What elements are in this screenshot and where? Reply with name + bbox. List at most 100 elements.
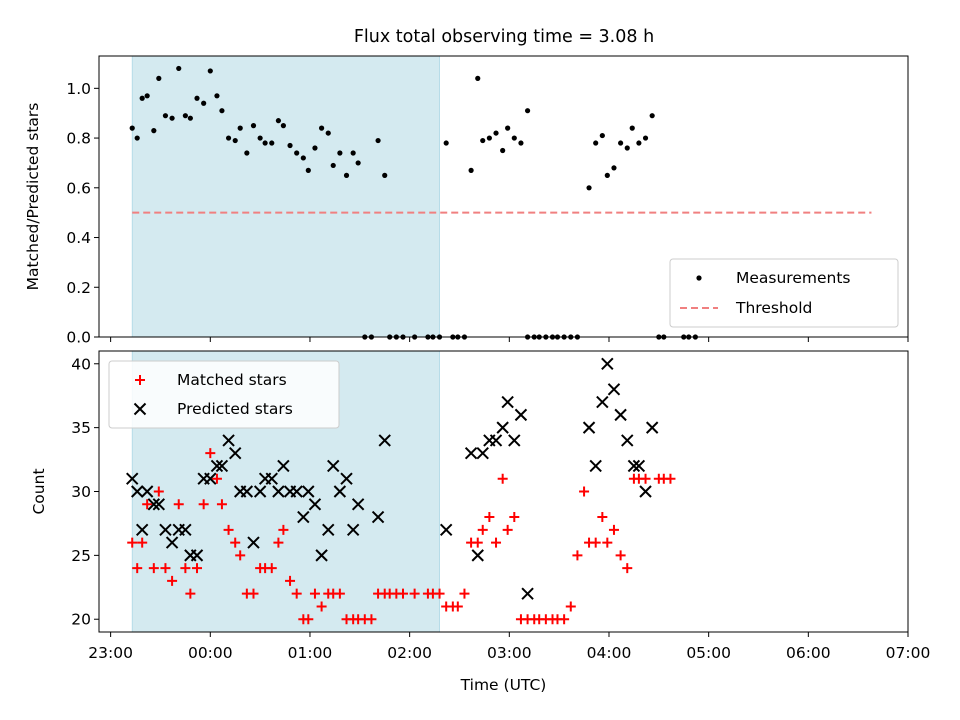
- measurement-point: [214, 93, 220, 99]
- y-tick-label: 0.8: [66, 130, 91, 148]
- measurement-point: [144, 93, 150, 99]
- predicted-point: [130, 485, 144, 498]
- predicted-point: [489, 434, 503, 447]
- measurement-point: [305, 167, 311, 173]
- measurement-point: [443, 140, 449, 146]
- matched-point: [216, 499, 227, 510]
- x-tick-label: 02:00: [387, 644, 432, 662]
- predicted-point: [126, 472, 139, 485]
- measurement-point: [355, 160, 361, 166]
- matched-point: [509, 512, 520, 523]
- y-tick-label: 0.0: [66, 329, 91, 347]
- matched-point: [223, 524, 234, 535]
- matched-point: [291, 588, 302, 599]
- measurement-point: [244, 150, 250, 156]
- y-tick-label: 20: [71, 611, 91, 629]
- matched-point: [366, 614, 377, 625]
- matched-point: [285, 575, 296, 586]
- predicted-point: [327, 459, 340, 473]
- predicted-point: [439, 523, 453, 537]
- measurement-point: [325, 130, 331, 136]
- count-legend: Matched stars Predicted stars: [108, 360, 340, 429]
- predicted-point: [210, 459, 224, 473]
- predicted-point: [351, 498, 365, 511]
- matched-point: [502, 524, 513, 535]
- predicted-point: [229, 446, 242, 460]
- count-panel: 20 25 30 35 40 23:00 00:00 01:00 02:00 03:00 04:0…: [30, 350, 930, 694]
- predicted-point: [632, 459, 646, 473]
- predicted-point: [253, 485, 267, 498]
- measurement-point: [611, 165, 617, 171]
- measurement-point: [269, 140, 275, 146]
- matched-point: [665, 473, 676, 484]
- predicted-point: [601, 357, 614, 370]
- measurement-point: [343, 172, 350, 178]
- matched-point: [266, 563, 277, 574]
- x-tick-label: 04:00: [587, 644, 632, 662]
- measurement-point: [194, 95, 200, 101]
- measurement-point: [151, 128, 157, 134]
- measurement-point: [511, 135, 517, 141]
- predicted-point: [476, 446, 489, 460]
- measurement-point: [280, 123, 286, 129]
- matched-point: [615, 550, 626, 561]
- predicted-point: [471, 549, 484, 562]
- measurement-point: [524, 108, 531, 114]
- predicted-point: [645, 421, 659, 434]
- predicted-point: [315, 549, 328, 562]
- predicted-point: [464, 446, 478, 460]
- x-tick-label: 23:00: [88, 644, 133, 662]
- measurement-point: [330, 162, 336, 169]
- matched-point: [211, 473, 222, 484]
- predicted-point: [621, 434, 634, 447]
- matched-point: [192, 563, 203, 574]
- matched-point: [334, 588, 345, 599]
- predicted-point: [265, 472, 278, 485]
- chart-title: Flux total observing time = 3.08 h: [354, 27, 654, 47]
- observing-window-shade: [131, 55, 440, 338]
- matched-point: [230, 537, 241, 548]
- x-tick-label: 01:00: [288, 644, 333, 662]
- predicted-point: [607, 383, 621, 396]
- ratio-y-ticks: 0.0 0.2 0.4 0.6 0.8 1.0: [66, 80, 99, 347]
- matched-point: [205, 448, 216, 459]
- predicted-point: [514, 408, 528, 422]
- measurement-point: [312, 145, 318, 151]
- predicted-point: [215, 459, 229, 473]
- x-tick-label: 06:00: [786, 644, 831, 662]
- x-tick-label: 07:00: [886, 644, 931, 662]
- predicted-point: [222, 434, 235, 447]
- ratio-panel: 0.0 0.2 0.4 0.6 0.8 1.0 Matched/Predicted sta…: [24, 55, 909, 347]
- count-x-ticks: 23:00 00:00 01:00 02:00 03:00 04:00 05:00 06:00…: [88, 632, 930, 662]
- count-legend-box: [108, 360, 340, 429]
- matched-point: [459, 588, 470, 599]
- measurement-point: [176, 65, 182, 72]
- matched-point: [477, 524, 488, 535]
- y-tick-label: 40: [71, 355, 91, 373]
- y-tick-label: 1.0: [66, 80, 91, 98]
- predicted-point: [501, 395, 514, 409]
- predicted-point: [159, 523, 172, 537]
- matched-point: [497, 473, 508, 484]
- matched-point: [153, 486, 164, 497]
- measurement-point: [505, 125, 511, 131]
- measurement-point: [493, 130, 499, 136]
- x-tick-label: 05:00: [686, 644, 731, 662]
- predicted-point: [152, 498, 166, 511]
- measurement-point: [636, 140, 642, 146]
- x-tick-label: 00:00: [188, 644, 233, 662]
- matched-point: [602, 537, 613, 548]
- x-axis-label: Time (UTC): [460, 676, 547, 694]
- matched-point: [491, 537, 502, 548]
- matched-point: [235, 550, 246, 561]
- measurement-point: [649, 113, 655, 119]
- measurement-point: [486, 135, 492, 141]
- predicted-point: [190, 549, 204, 562]
- measurement-point: [262, 140, 268, 146]
- measurement-point: [468, 167, 474, 173]
- measurement-point: [318, 125, 325, 131]
- x-tick-label: 03:00: [487, 644, 532, 662]
- predicted-point: [521, 587, 534, 600]
- matched-point: [590, 537, 601, 548]
- predicted-point: [147, 498, 161, 511]
